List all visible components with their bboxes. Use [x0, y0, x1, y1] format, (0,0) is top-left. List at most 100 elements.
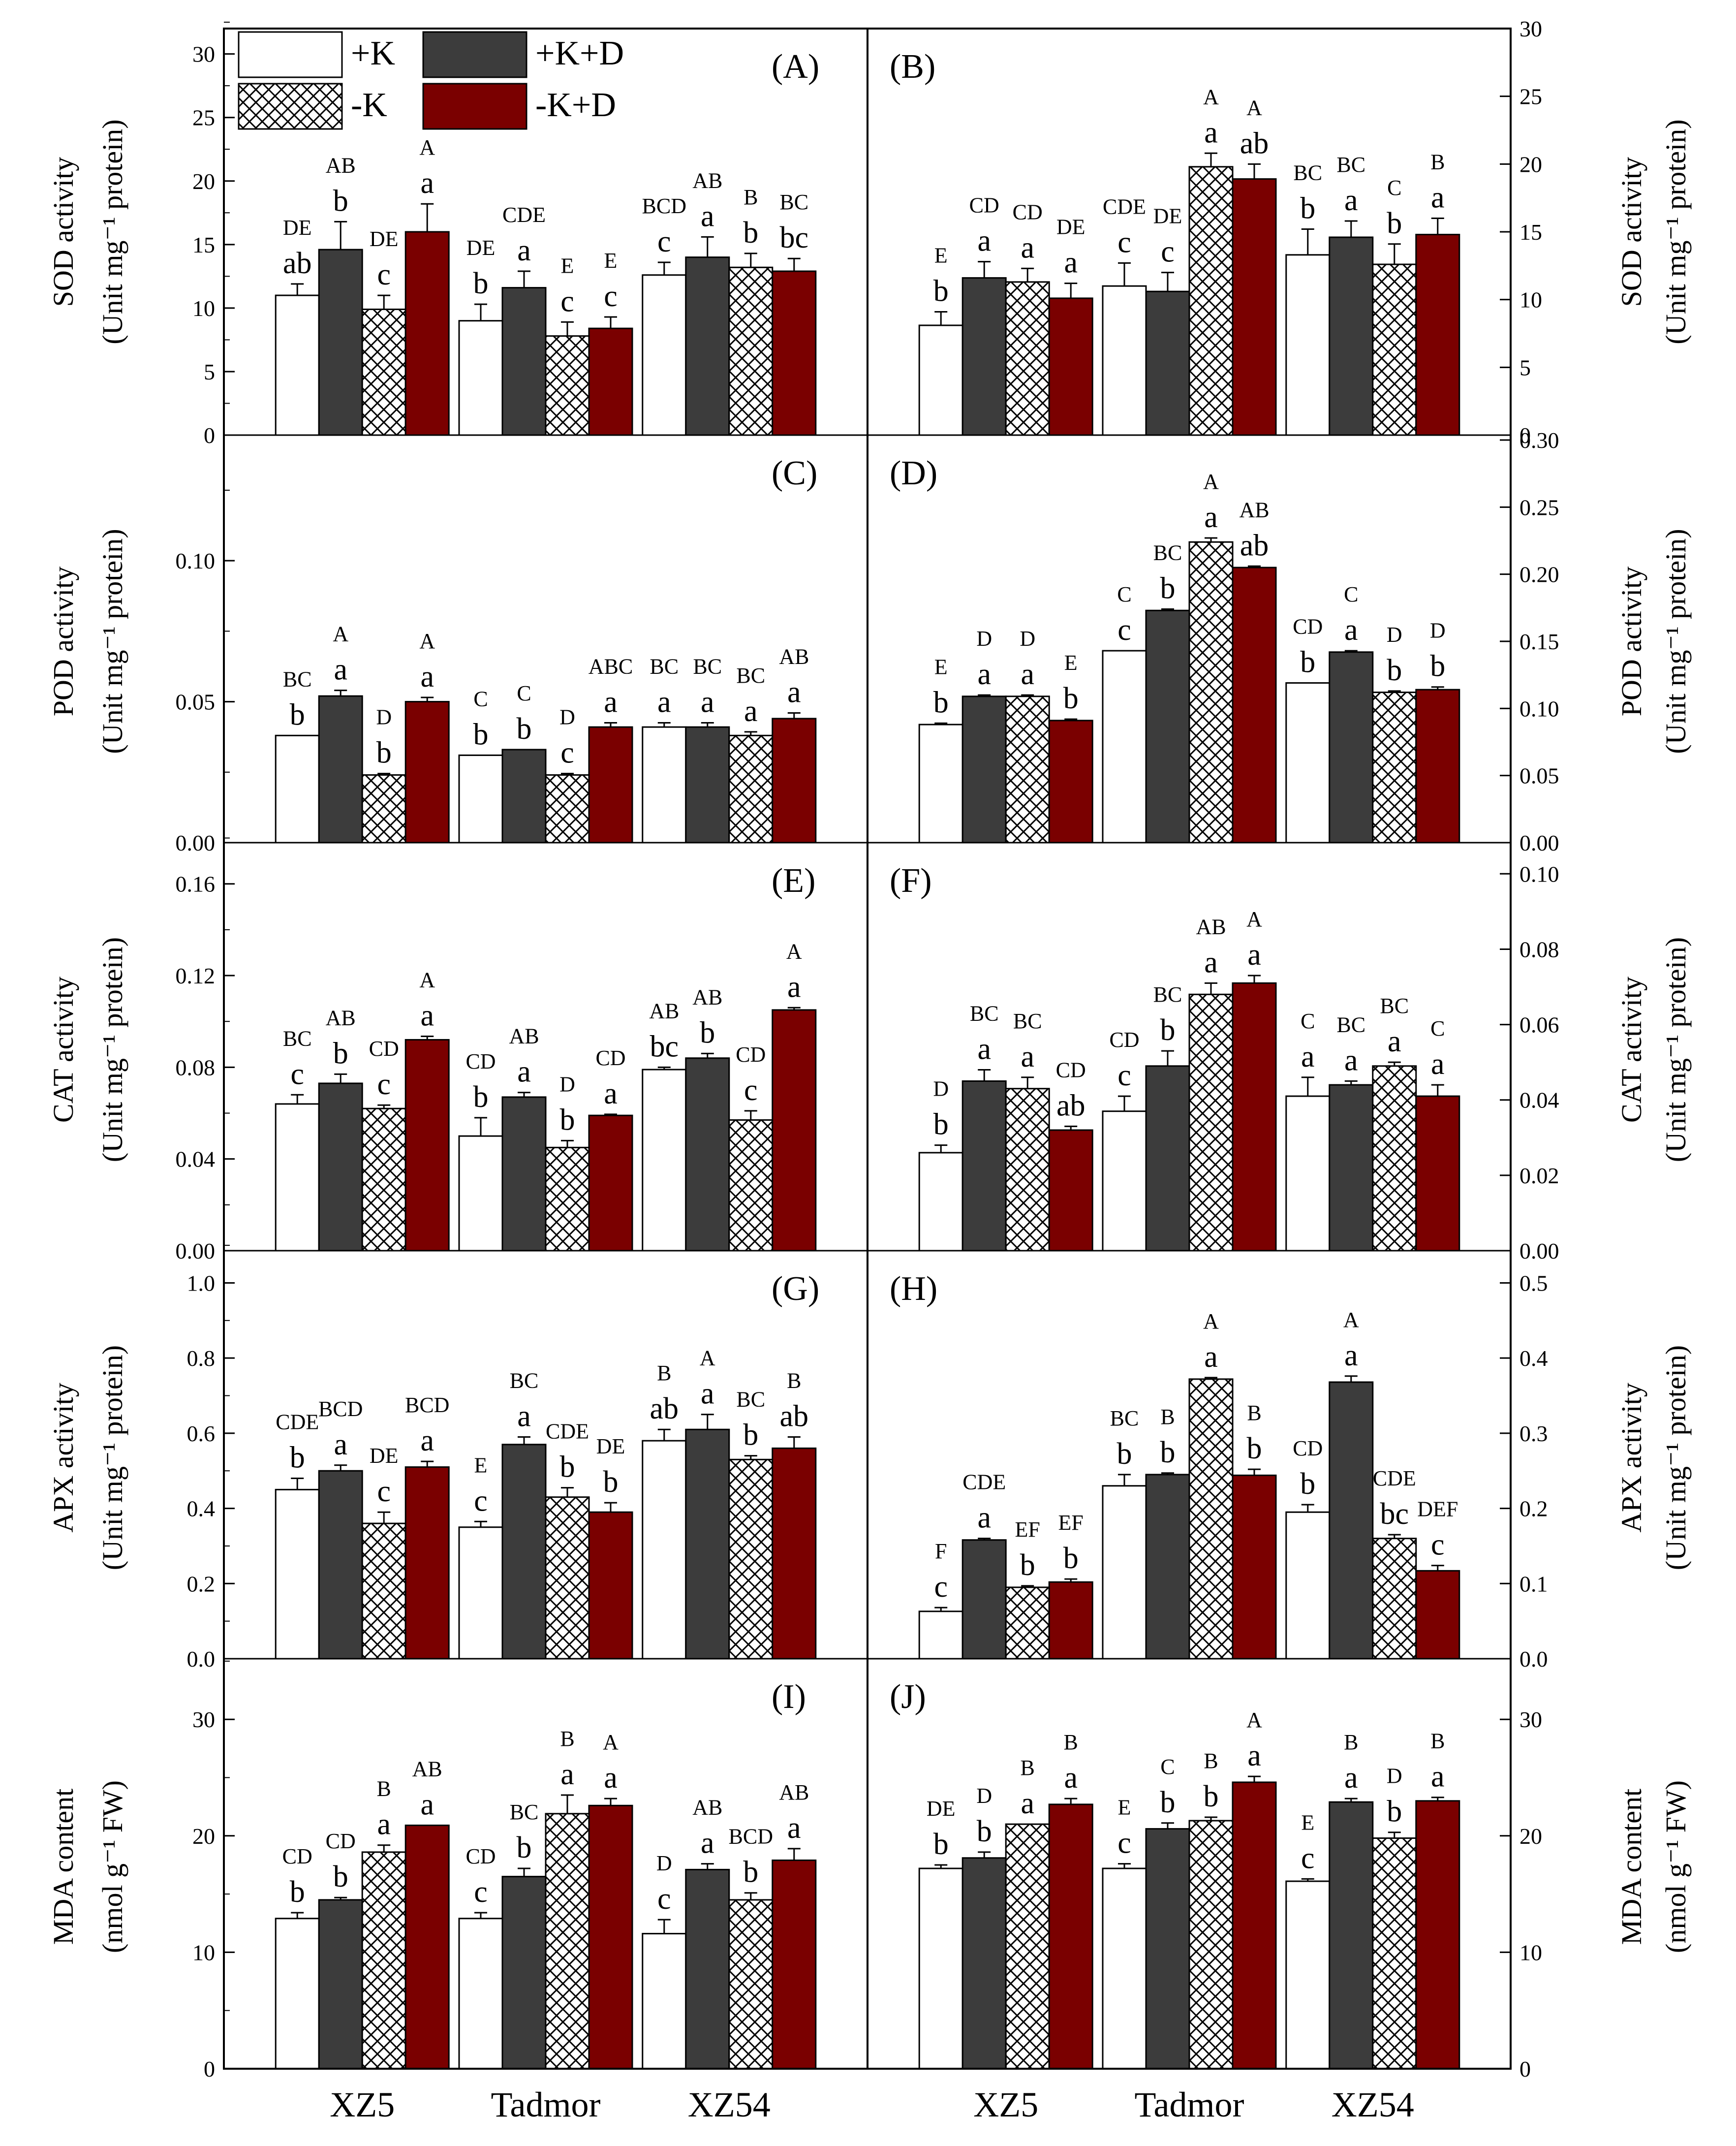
- lowercase-sig-label: b: [1387, 207, 1402, 240]
- uppercase-sig-label: B: [377, 1777, 391, 1801]
- y-axis-label: POD activity: [47, 567, 79, 716]
- uppercase-sig-label: CD: [736, 1042, 766, 1067]
- uppercase-sig-label: A: [1246, 907, 1262, 931]
- uppercase-sig-label: C: [517, 681, 531, 705]
- y-tick-label: 10: [1519, 287, 1542, 313]
- panel-label: (F): [890, 862, 932, 900]
- lowercase-sig-label: a: [1204, 501, 1218, 534]
- y-tick-label: 0: [204, 2056, 215, 2082]
- bar: [1145, 290, 1190, 436]
- lowercase-sig-label: c: [377, 1475, 391, 1508]
- lowercase-sig-label: b: [1160, 572, 1176, 605]
- y-tick-label: 5: [1519, 355, 1531, 380]
- lowercase-sig-label: a: [377, 1808, 391, 1841]
- bar: [918, 1152, 963, 1252]
- bar: [685, 1428, 730, 1660]
- frame-layer: XZ5 Tadmor XZ54 XZ5 Tadmor XZ54: [223, 28, 1512, 2124]
- y-axis-label: SOD activity: [1615, 157, 1647, 307]
- bar: [1005, 1088, 1050, 1252]
- lowercase-sig-label: a: [1247, 1739, 1261, 1772]
- x-category-label: Tadmor: [491, 2085, 601, 2124]
- uppercase-sig-label: E: [474, 1453, 488, 1477]
- uppercase-sig-label: B: [787, 1369, 801, 1393]
- lowercase-sig-label: b: [333, 184, 348, 218]
- uppercase-sig-label: BC: [650, 655, 679, 679]
- uppercase-sig-label: DE: [370, 1444, 399, 1468]
- y-tick-label: 0.20: [1519, 562, 1559, 587]
- uppercase-sig-label: D: [656, 1851, 672, 1875]
- uppercase-sig-label: BC: [970, 1001, 999, 1025]
- uppercase-sig-label: CDE: [962, 1470, 1006, 1494]
- lowercase-sig-label: c: [474, 1484, 488, 1517]
- lowercase-sig-label: a: [560, 1758, 574, 1791]
- bar: [545, 1496, 590, 1660]
- y-tick-label: 0.08: [1519, 937, 1559, 962]
- lowercase-sig-label: a: [517, 1400, 531, 1433]
- bar: [1048, 297, 1093, 436]
- lowercase-sig-label: b: [1020, 1548, 1035, 1582]
- y-tick-label: 0.10: [176, 548, 216, 573]
- lowercase-sig-label: a: [1344, 184, 1358, 217]
- uppercase-sig-label: C: [1160, 1755, 1175, 1779]
- lowercase-sig-label: ab: [1056, 1089, 1085, 1122]
- lowercase-sig-label: b: [560, 1451, 575, 1484]
- uppercase-sig-label: D: [1387, 1764, 1402, 1788]
- lowercase-sig-label: c: [377, 258, 391, 291]
- panel-h: 0.0 0.1 0.2 0.3 0.4 0.5 APX activity (Unit mg⁻¹…: [890, 1270, 1692, 1672]
- uppercase-sig-label: BC: [736, 1388, 765, 1412]
- uppercase-sig-label: BC: [283, 1026, 312, 1050]
- lowercase-sig-label: b: [743, 216, 758, 250]
- bar: [772, 1859, 817, 2070]
- uppercase-sig-label: A: [419, 968, 435, 992]
- uppercase-sig-label: BCD: [642, 194, 686, 218]
- bar: [275, 1918, 320, 2070]
- bar: [918, 1610, 963, 1660]
- lowercase-sig-label: a: [420, 166, 434, 200]
- y-tick-label: 25: [192, 105, 215, 130]
- bar: [545, 774, 590, 844]
- bar: [1285, 682, 1331, 844]
- lowercase-sig-label: c: [604, 280, 618, 313]
- lowercase-sig-label: a: [1344, 613, 1358, 647]
- x-category-label: XZ54: [1332, 2085, 1414, 2124]
- bar: [961, 277, 1007, 436]
- lowercase-sig-label: a: [977, 1501, 991, 1535]
- panel-label: (C): [772, 454, 817, 492]
- uppercase-sig-label: AB: [326, 1006, 356, 1030]
- bar: [1102, 285, 1147, 436]
- bar: [1285, 1511, 1331, 1660]
- uppercase-sig-label: DE: [1056, 215, 1085, 239]
- bar: [361, 1107, 406, 1252]
- lowercase-sig-label: a: [701, 199, 714, 233]
- bar: [501, 1876, 547, 2070]
- bar: [501, 287, 547, 436]
- bar: [1145, 1474, 1190, 1660]
- uppercase-sig-label: ABC: [589, 655, 633, 679]
- y-tick-label: 0.10: [1519, 861, 1559, 886]
- lowercase-sig-label: c: [934, 1570, 948, 1604]
- bar: [1188, 541, 1234, 844]
- uppercase-sig-label: CD: [282, 1844, 312, 1868]
- lowercase-sig-label: a: [517, 234, 531, 267]
- lowercase-sig-label: ab: [283, 247, 312, 280]
- uppercase-sig-label: D: [559, 1072, 575, 1096]
- bar: [404, 231, 450, 436]
- y-tick-label: 30: [192, 1707, 215, 1732]
- lowercase-sig-label: a: [977, 658, 991, 691]
- legend-label-mk: -K: [351, 86, 387, 124]
- lowercase-sig-label: a: [787, 1811, 801, 1845]
- bar: [961, 1539, 1007, 1660]
- lowercase-sig-label: b: [933, 1828, 949, 1861]
- lowercase-sig-label: a: [604, 1761, 618, 1795]
- bar: [1145, 1828, 1190, 2070]
- uppercase-sig-label: A: [1343, 1308, 1359, 1332]
- uppercase-sig-label: BC: [1153, 982, 1182, 1007]
- uppercase-sig-label: B: [1064, 1730, 1078, 1754]
- uppercase-sig-label: A: [419, 629, 435, 653]
- uppercase-sig-label: CD: [1293, 1436, 1323, 1460]
- bar: [772, 718, 817, 844]
- y-axis-unit-label: (nmol g⁻¹ FW): [96, 1780, 128, 1953]
- bar: [501, 1444, 547, 1660]
- y-tick-label: 0.2: [187, 1571, 216, 1596]
